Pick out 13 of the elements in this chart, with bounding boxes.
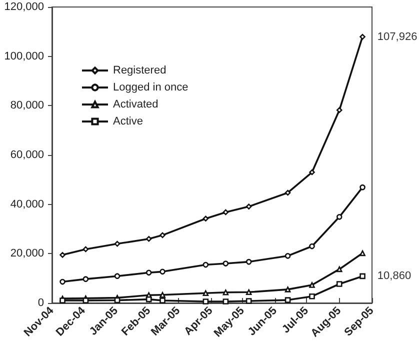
data-label: 107,926	[377, 30, 418, 43]
y-tick-label: 40,000	[10, 198, 44, 210]
legend-label: Logged in once	[113, 82, 188, 94]
y-tick-label: 80,000	[10, 100, 44, 112]
legend-label: Active	[113, 116, 143, 128]
legend-label: Registered	[113, 64, 166, 76]
legend-label: Activated	[113, 98, 158, 110]
y-tick-label: 60,000	[10, 149, 44, 161]
y-tick-label: 0	[38, 297, 44, 309]
data-label: 10,860	[377, 270, 412, 282]
y-tick-label: 100,000	[4, 50, 44, 62]
y-tick-label: 20,000	[10, 248, 44, 260]
y-tick-label: 120,000	[4, 1, 44, 13]
